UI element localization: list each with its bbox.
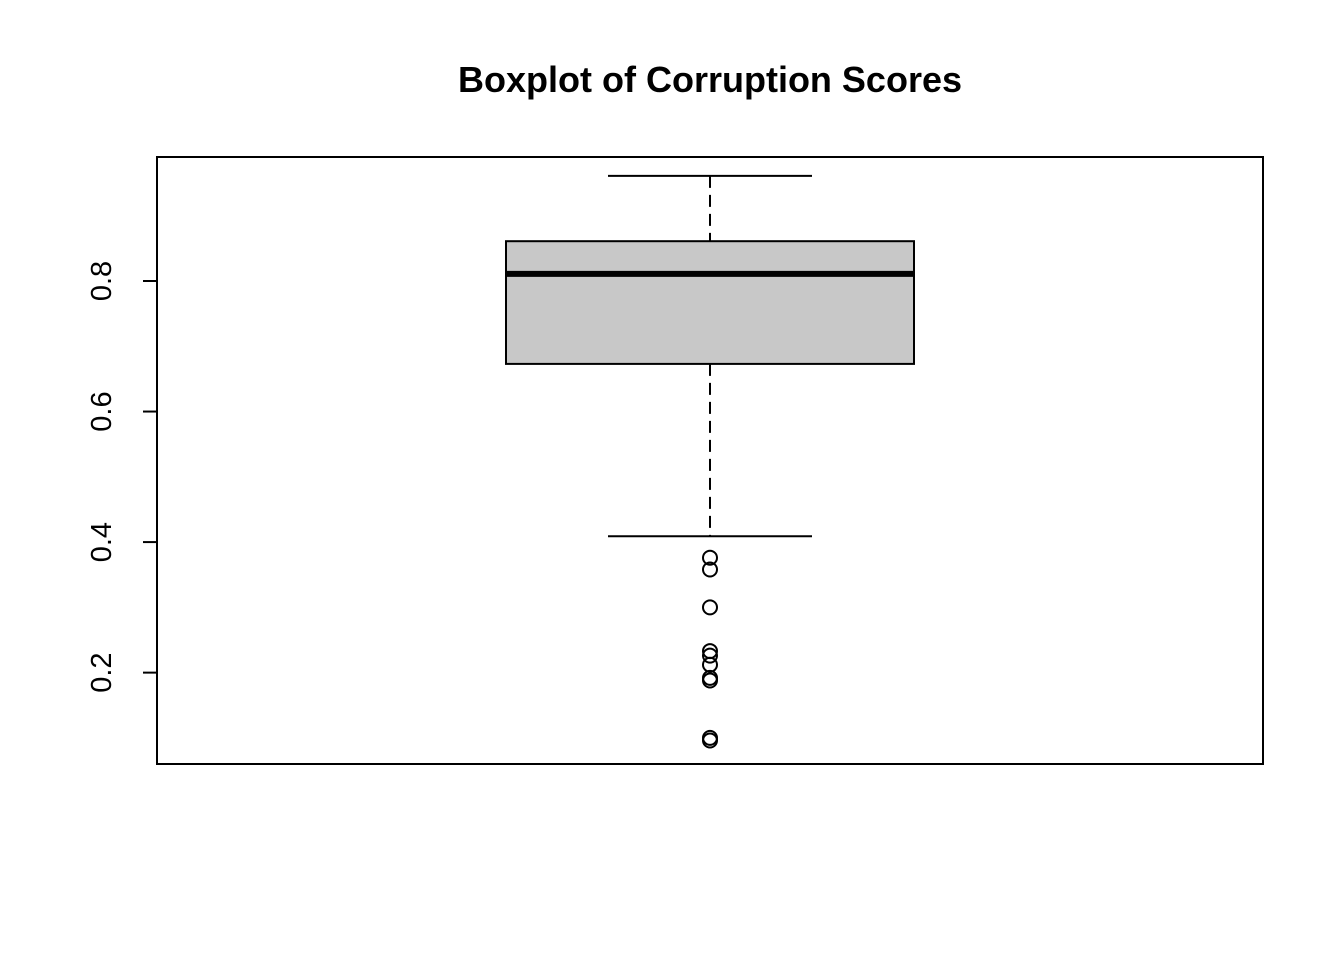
- y-axis: 0.2 0.4 0.6 0.8: [86, 261, 158, 693]
- outlier-point: [702, 647, 718, 664]
- y-tick-label: 0.4: [86, 522, 118, 562]
- y-tick-label: 0.6: [86, 391, 118, 431]
- box-group: [505, 174, 915, 538]
- chart-title: Boxplot of Corruption Scores: [458, 59, 962, 100]
- y-tick-label: 0.8: [86, 261, 118, 301]
- outlier-point: [702, 599, 718, 616]
- y-tick-label: 0.2: [86, 652, 118, 692]
- iqr-box: [505, 240, 915, 365]
- outlier-point: [702, 561, 718, 578]
- outlier-point: [702, 549, 718, 566]
- outlier-point: [702, 672, 718, 689]
- outlier-point: [702, 732, 718, 749]
- outlier-group: [702, 549, 718, 749]
